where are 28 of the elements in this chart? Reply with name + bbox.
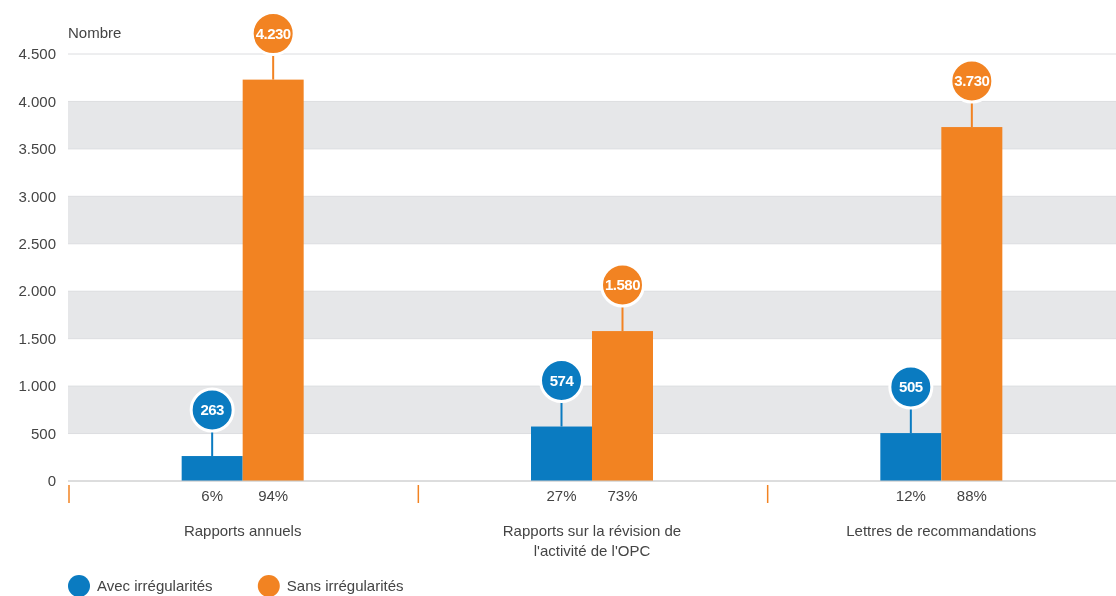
y-tick-label: 3.500 (18, 140, 56, 158)
text: 88% (956, 487, 987, 504)
y-tick-label: 500 (30, 424, 56, 442)
text: 6% (201, 487, 224, 504)
text: 94% (258, 487, 289, 504)
x-tick-label: Rapports sur la révision de l'activité de l'OPC (502, 522, 682, 560)
x-tick-label: Rapports annuels (183, 522, 302, 539)
legend-label: Sans irrégularités (286, 577, 404, 595)
legend-label: Avec irrégularités (97, 577, 213, 595)
data-label: 4.230 (255, 24, 291, 42)
y-tick-label: 4.500 (18, 45, 56, 63)
y-tick-label: 1.500 (18, 329, 56, 347)
x-tick-label: Lettres de recommandations (846, 522, 1037, 539)
data-label: 574 (549, 371, 575, 389)
data-label: 505 (899, 378, 923, 396)
y-tick-label: 2.500 (18, 235, 56, 253)
text: 73% (607, 487, 638, 504)
data-label: 1.580 (604, 276, 641, 294)
text: 27% (546, 487, 577, 504)
y-tick-label: 3.000 (18, 187, 56, 205)
y-tick-label: 4.000 (18, 92, 56, 110)
y-tick-label: 1.000 (18, 377, 56, 395)
y-tick-label: 2.000 (18, 282, 56, 300)
data-label: 3.730 (954, 72, 990, 90)
text: 12% (895, 487, 926, 504)
y-tick-label: 0 (47, 472, 56, 490)
data-label: 263 (200, 401, 225, 419)
y-axis-title: Nombre (68, 24, 122, 41)
